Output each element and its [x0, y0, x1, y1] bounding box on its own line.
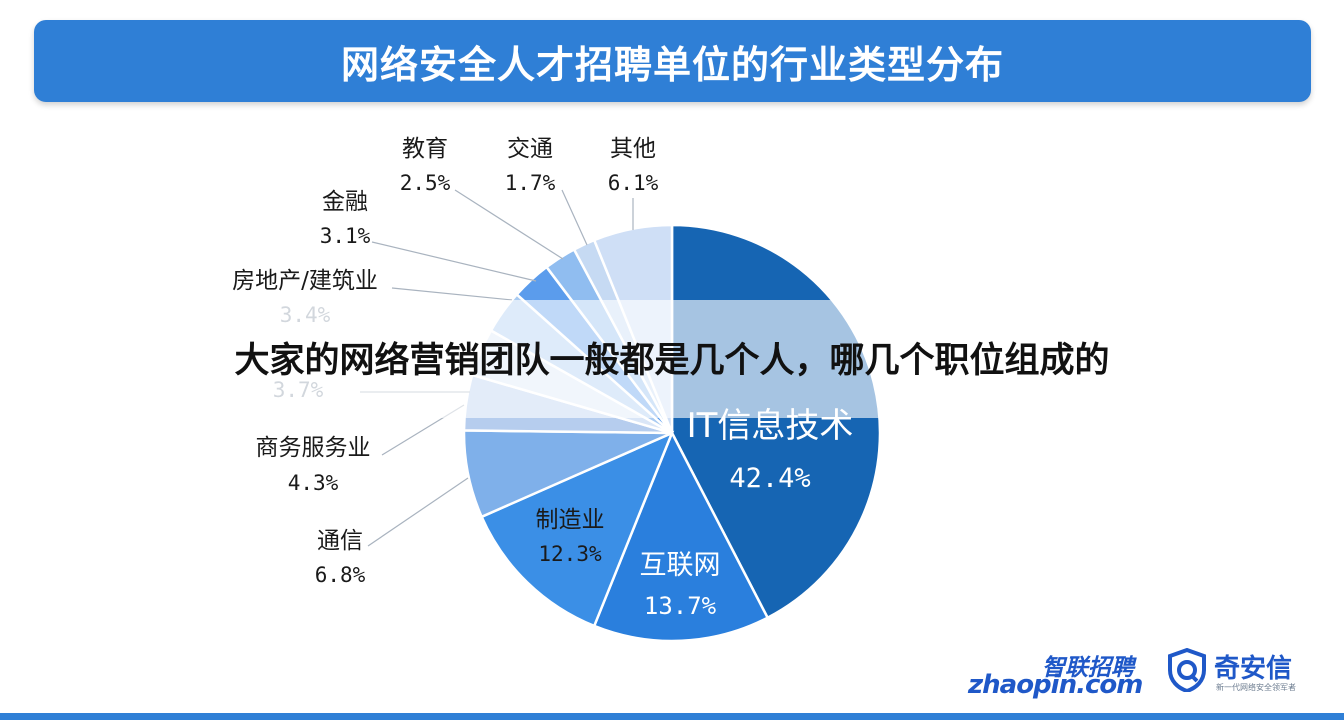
slice-label: 房地产/建筑业 [232, 268, 378, 294]
overlay-band [0, 300, 1344, 418]
slice-label: 教育 [402, 136, 448, 162]
slice-percent-label: 1.7% [505, 171, 556, 195]
pie-slice [592, 430, 770, 643]
slice-label: 互联网 [640, 550, 721, 581]
slice-percent-label: 2.5% [400, 171, 451, 195]
leader-line [454, 189, 564, 260]
qianxin-logo-name: 奇安信 [1214, 654, 1293, 684]
slice-percent-label: 4.3% [288, 471, 339, 495]
slice-label: 制造业 [536, 507, 605, 533]
leader-line [367, 477, 469, 547]
leader-line [561, 189, 588, 246]
slice-percent-label: 6.1% [608, 171, 659, 195]
slice-percent-label: 6.8% [315, 563, 366, 587]
zhaopin-logo: 智联招聘 zhaopin.com [968, 648, 1158, 700]
slice-label: 通信 [317, 528, 363, 554]
slice-label: 金融 [322, 189, 368, 215]
slice-percent-label: 12.3% [538, 542, 602, 566]
qianxin-logo: 奇安信 新一代网络安全领军者 [1166, 646, 1316, 696]
overlay-caption: 大家的网络营销团队一般都是几个人，哪几个职位组成的 [234, 341, 1110, 381]
shield-icon [1168, 648, 1206, 692]
zhaopin-logo-en: zhaopin.com [968, 670, 1143, 700]
chart-title-bar: 网络安全人才招聘单位的行业类型分布 [34, 20, 1311, 102]
slice-label: 商务服务业 [256, 435, 371, 461]
zhaopin-logo-cn: 智联招聘 [1042, 655, 1134, 681]
slice-percent-label: 42.4% [729, 463, 810, 494]
slice-label: 其他 [610, 136, 656, 162]
leader-line [391, 287, 513, 301]
slice-percent-label: 13.7% [644, 592, 717, 620]
qianxin-logo-slogan: 新一代网络安全领军者 [1216, 683, 1296, 692]
leader-line [371, 241, 537, 282]
chart-title: 网络安全人才招聘单位的行业类型分布 [340, 42, 1004, 87]
pie-slice [479, 430, 675, 628]
slice-label: 交通 [507, 136, 553, 162]
slice-percent-label: 3.1% [320, 224, 371, 248]
bottom-accent-line [0, 713, 1344, 720]
